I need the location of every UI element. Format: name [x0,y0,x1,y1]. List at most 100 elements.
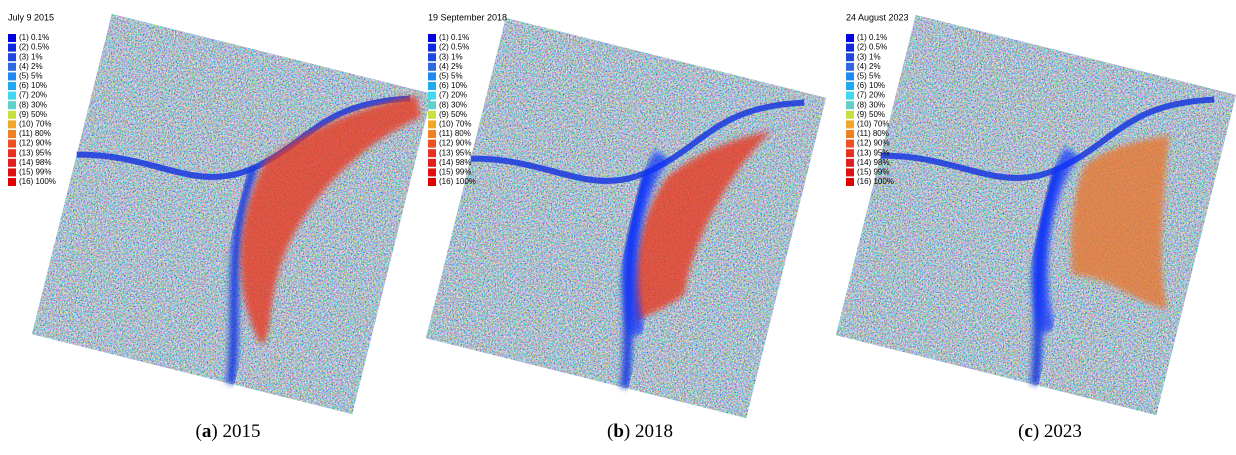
satellite-image [32,14,432,414]
legend-label: (8) 30% [439,100,467,109]
legend-label: (15) 99% [857,168,889,177]
legend-label: (11) 80% [857,129,889,138]
legend-label: (6) 10% [857,81,885,90]
legend-label: (12) 90% [857,139,889,148]
legend-label: (2) 0.5% [857,43,887,52]
legend-swatch [8,34,16,42]
legend-label: (13) 95% [857,148,889,157]
legend-swatch [428,63,436,71]
legend-swatch [8,44,16,52]
legend-swatch [846,63,854,71]
legend-label: (7) 20% [857,91,885,100]
legend-swatch [846,92,854,100]
legend-swatch [428,72,436,80]
legend-swatch [846,82,854,90]
legend-swatch [8,53,16,61]
legend-swatch [846,178,854,186]
legend-label: (1) 0.1% [19,33,49,42]
legend-swatch [428,178,436,186]
legend-swatch [428,101,436,109]
legend-label: (11) 80% [19,129,51,138]
legend-label: (15) 99% [439,168,471,177]
legend-label: (16) 100% [439,177,476,186]
panel-caption: (a) 2015 [196,421,261,442]
legend-label: (2) 0.5% [439,43,469,52]
caption-letter: c [1024,421,1032,442]
legend-swatch [428,159,436,167]
page: July 9 2015(1) 0.1%(2) 0.5%(3) 1%(4) 2%(… [0,0,1236,450]
legend-swatch [8,120,16,128]
legend-swatch [8,168,16,176]
legend-label: (8) 30% [857,100,885,109]
legend-swatch [846,72,854,80]
legend-label: (13) 95% [19,148,51,157]
legend-swatch [8,111,16,119]
legend-label: (14) 98% [857,158,889,167]
legend-swatch [846,34,854,42]
legend-swatch [428,34,436,42]
legend-swatch [428,111,436,119]
legend-swatch [846,130,854,138]
legend-label: (10) 70% [857,120,889,129]
figure: July 9 2015(1) 0.1%(2) 0.5%(3) 1%(4) 2%(… [0,0,1236,450]
satellite-image [426,18,826,418]
legend-swatch [8,92,16,100]
legend-label: (4) 2% [857,62,881,71]
legend-swatch [428,168,436,176]
satellite-image [836,15,1236,415]
legend-label: (9) 50% [857,110,885,119]
legend-label: (6) 10% [439,81,467,90]
legend-swatch [428,44,436,52]
legend-label: (3) 1% [439,52,463,61]
legend-swatch [428,149,436,157]
legend-label: (10) 70% [19,120,51,129]
caption-suffix: ) 2015 [211,421,260,442]
legend-swatch [428,92,436,100]
legend-label: (1) 0.1% [857,33,887,42]
legend-swatch [428,130,436,138]
legend-swatch [8,63,16,71]
legend-label: (13) 95% [439,148,471,157]
legend-label: (14) 98% [439,158,471,167]
panel-caption: (c) 2023 [1018,421,1082,442]
legend-label: (3) 1% [857,52,881,61]
legend-label: (12) 90% [19,139,51,148]
caption-suffix: ) 2023 [1033,421,1082,442]
legend-label: (5) 5% [19,72,43,81]
legend-label: (7) 20% [439,91,467,100]
legend-swatch [846,159,854,167]
panel-caption: (b) 2018 [607,421,673,442]
caption-letter: b [613,421,624,442]
legend-label: (3) 1% [19,52,43,61]
legend-label: (10) 70% [439,120,471,129]
legend-swatch [846,140,854,148]
legend-label: (4) 2% [439,62,463,71]
panel-title: 19 September 2018 [428,12,507,22]
legend-label: (15) 99% [19,168,51,177]
legend-label: (4) 2% [19,62,43,71]
legend-label: (16) 100% [857,177,894,186]
legend-label: (14) 98% [19,158,51,167]
legend-swatch [846,168,854,176]
legend-swatch [8,82,16,90]
legend-swatch [428,53,436,61]
caption-letter: a [202,421,212,442]
legend-swatch [8,178,16,186]
legend-label: (5) 5% [439,72,463,81]
legend-swatch [846,101,854,109]
legend-swatch [8,101,16,109]
legend-label: (12) 90% [439,139,471,148]
legend-label: (9) 50% [19,110,47,119]
panel-title: July 9 2015 [8,12,54,22]
legend-swatch [846,53,854,61]
legend-label: (7) 20% [19,91,47,100]
legend-swatch [8,149,16,157]
legend-label: (11) 80% [439,129,471,138]
legend-swatch [8,159,16,167]
legend-label: (1) 0.1% [439,33,469,42]
legend-swatch [846,44,854,52]
legend-swatch [846,120,854,128]
legend-label: (8) 30% [19,100,47,109]
legend-label: (16) 100% [19,177,56,186]
legend-swatch [428,82,436,90]
